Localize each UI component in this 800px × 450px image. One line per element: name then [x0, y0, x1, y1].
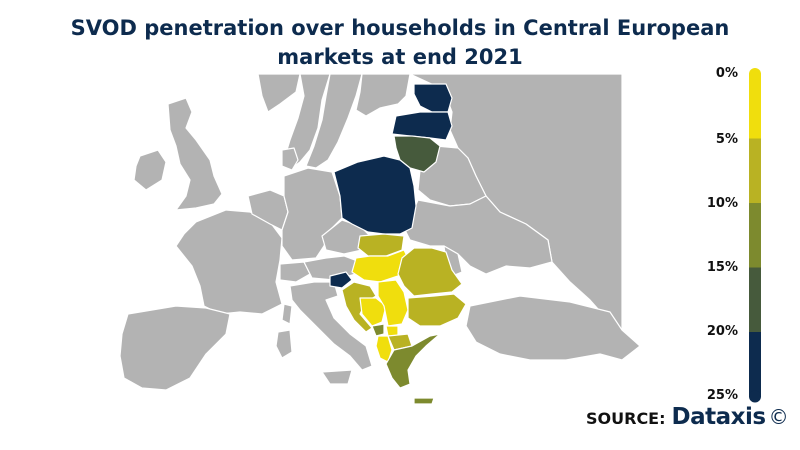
country-montenegro: [371, 323, 385, 337]
country-slovenia: [329, 271, 353, 289]
legend-label-5: 5%: [715, 132, 738, 147]
country-bulgaria: [407, 293, 467, 327]
legend-label-0: 0%: [715, 66, 738, 81]
source-label: SOURCE:: [586, 409, 666, 428]
legend-cap-bottom: [749, 390, 761, 403]
country-ireland: [133, 149, 167, 191]
legend-label-10: 10%: [706, 196, 738, 211]
legend-band-2: [749, 203, 761, 268]
country-ukraine: [403, 195, 553, 275]
country-bosnia: [359, 297, 387, 327]
island-corsica: [281, 303, 293, 325]
copyright-icon: ©: [768, 405, 789, 429]
country-turkey: [465, 295, 641, 361]
country-france: [175, 209, 283, 315]
source-brand-logo: Dataxis: [671, 404, 767, 430]
country-finland: [355, 73, 411, 117]
title-line-2: markets at end 2021: [277, 45, 523, 69]
legend-band-0: [749, 74, 761, 139]
country-estonia: [413, 83, 453, 113]
country-kosovo: [385, 325, 399, 337]
country-uk: [167, 97, 223, 211]
country-italy: [289, 281, 373, 371]
country-sweden: [305, 73, 363, 169]
country-iberia: [119, 305, 231, 391]
source-credit: SOURCE: Dataxis ©: [586, 404, 789, 438]
country-denmark: [281, 147, 299, 171]
country-romania: [397, 247, 463, 297]
legend-scale: [749, 68, 761, 403]
country-croatia: [341, 281, 377, 333]
island-crete: [413, 397, 435, 405]
legend-label-15: 15%: [706, 260, 738, 275]
legend-band-3: [749, 267, 761, 333]
country-switzerland: [279, 261, 311, 283]
legend-band-4: [749, 332, 761, 397]
country-poland: [333, 155, 417, 235]
country-norway-sweden: [257, 73, 331, 169]
country-slovakia: [357, 233, 405, 257]
country-lithuania: [393, 135, 441, 173]
legend: 0% 5% 10% 15% 20% 25%: [700, 66, 800, 406]
country-latvia: [391, 111, 453, 141]
legend-cap-top: [749, 68, 761, 80]
country-greece: [385, 333, 441, 389]
title-line-1: SVOD penetration over households in Cent…: [70, 16, 730, 40]
island-sardinia: [275, 329, 293, 359]
legend-label-25: 25%: [706, 388, 738, 403]
legend-band-1: [749, 138, 761, 204]
country-serbia: [377, 279, 409, 327]
legend-label-20: 20%: [706, 324, 738, 339]
chart-title: SVOD penetration over households in Cent…: [40, 14, 760, 72]
island-sicily: [321, 369, 353, 385]
